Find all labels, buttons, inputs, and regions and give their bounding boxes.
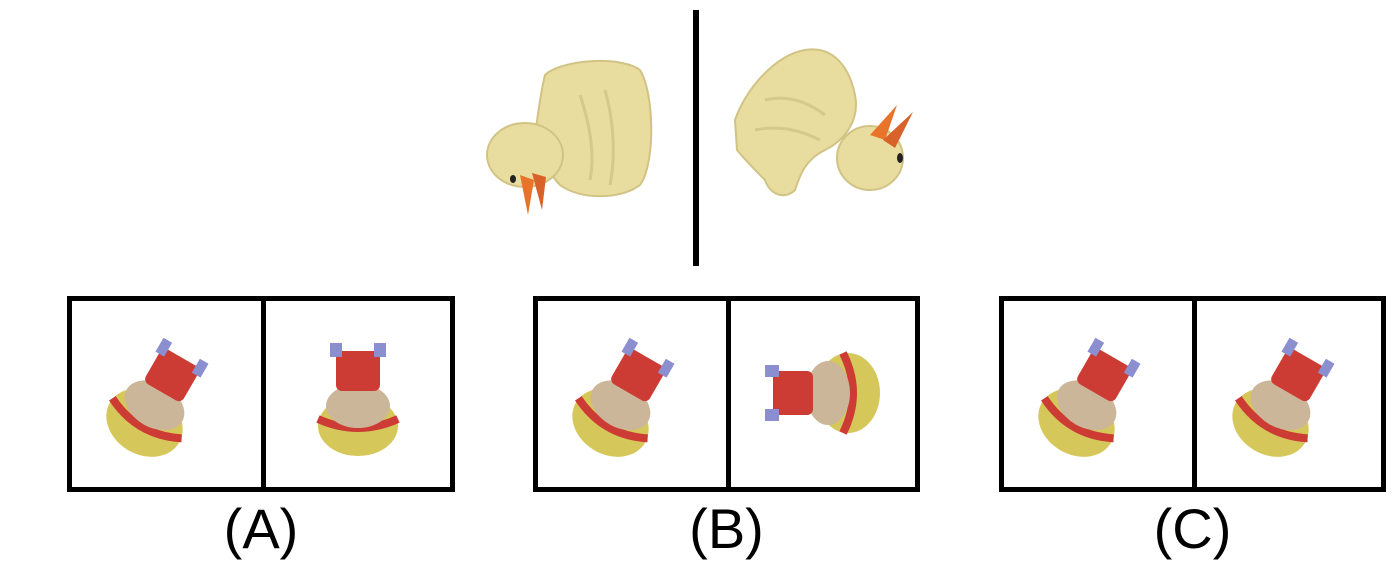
- option-a-right-cell: [266, 301, 450, 487]
- option-c-left-cell: [1004, 301, 1192, 487]
- reference-left-image: [480, 55, 665, 220]
- robot-figure-icon: [1232, 337, 1335, 457]
- robot-figure-icon: [765, 351, 880, 435]
- rubber-duck-icon: [486, 60, 653, 215]
- rubber-duck-icon: [733, 48, 913, 197]
- option-b-panel[interactable]: [533, 296, 920, 492]
- option-b-label[interactable]: (B): [689, 497, 764, 560]
- option-c-panel[interactable]: [999, 296, 1386, 492]
- option-a-separator: [261, 301, 266, 487]
- reference-divider: [693, 10, 699, 266]
- option-c-separator: [1192, 301, 1197, 487]
- option-c-label[interactable]: (C): [1153, 497, 1232, 560]
- robot-figure-icon: [1038, 337, 1141, 457]
- reference-right-image: [725, 40, 920, 205]
- robot-figure-icon: [572, 337, 675, 457]
- option-a-label[interactable]: (A): [223, 497, 299, 560]
- robot-figure-icon: [316, 343, 400, 456]
- robot-figure-icon: [106, 337, 209, 457]
- option-a-panel[interactable]: [67, 296, 455, 492]
- option-c-right-cell: [1197, 301, 1381, 487]
- option-b-separator: [726, 301, 731, 487]
- option-a-left-cell: [72, 301, 261, 487]
- option-b-left-cell: [538, 301, 726, 487]
- option-b-right-cell: [731, 301, 915, 487]
